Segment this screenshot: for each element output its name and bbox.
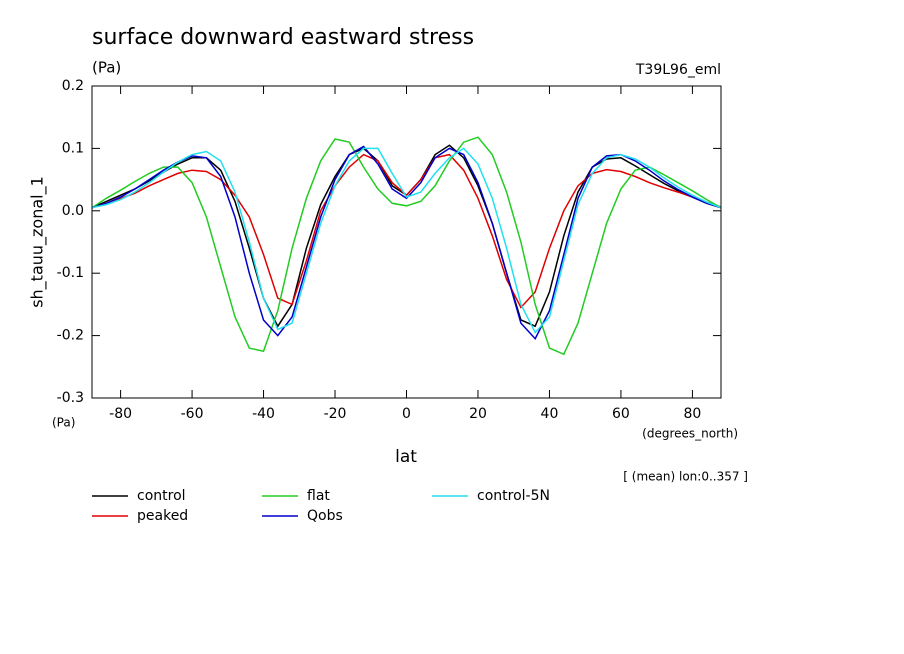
data-line [91, 147, 722, 334]
plot-frame [91, 85, 722, 399]
legend-label: Qobs [307, 508, 343, 524]
x-axis-label: lat [395, 447, 417, 467]
legend-label: control [137, 488, 186, 504]
x-tick-label: 0 [402, 406, 411, 422]
x-tick-label: 80 [683, 406, 701, 422]
y-units: (Pa) [52, 416, 75, 430]
y-tick-label: 0.2 [62, 78, 84, 94]
legend-label: flat [307, 488, 330, 504]
legend-label: control-5N [477, 488, 550, 504]
y-tick-label: 0.1 [62, 140, 84, 156]
x-tick-label: -60 [181, 406, 204, 422]
units-label: (Pa) [92, 59, 121, 77]
x-tick-label: 40 [541, 406, 559, 422]
x-tick-label: -80 [109, 406, 132, 422]
y-tick-label: 0.0 [62, 203, 84, 219]
data-line [91, 136, 722, 356]
run-label: T39L96_eml [635, 62, 721, 78]
x-units: (degrees_north) [642, 427, 738, 441]
x-tick-label: 60 [612, 406, 630, 422]
y-tick-label: -0.2 [57, 328, 84, 344]
y-axis-label: sh_tauu_zonal_1 [28, 176, 48, 308]
chart-title: surface downward eastward stress [92, 25, 474, 50]
legend-label: peaked [137, 508, 188, 524]
data-line [91, 144, 722, 328]
x-tick-label: 20 [469, 406, 487, 422]
y-tick-label: -0.3 [57, 390, 84, 406]
x-tick-label: -20 [324, 406, 347, 422]
data-line [91, 153, 722, 309]
annotation: [ (mean) lon:0..357 ] [623, 470, 748, 484]
y-tick-label: -0.1 [57, 265, 84, 281]
x-tick-label: -40 [252, 406, 275, 422]
